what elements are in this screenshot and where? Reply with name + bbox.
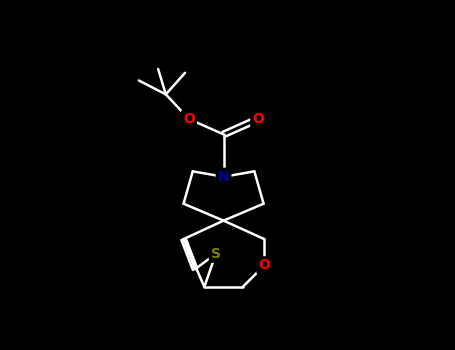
Text: S: S [211,247,221,261]
Text: O: O [258,258,270,272]
Text: O: O [183,112,195,126]
Text: O: O [252,112,264,126]
Text: N: N [218,170,229,184]
